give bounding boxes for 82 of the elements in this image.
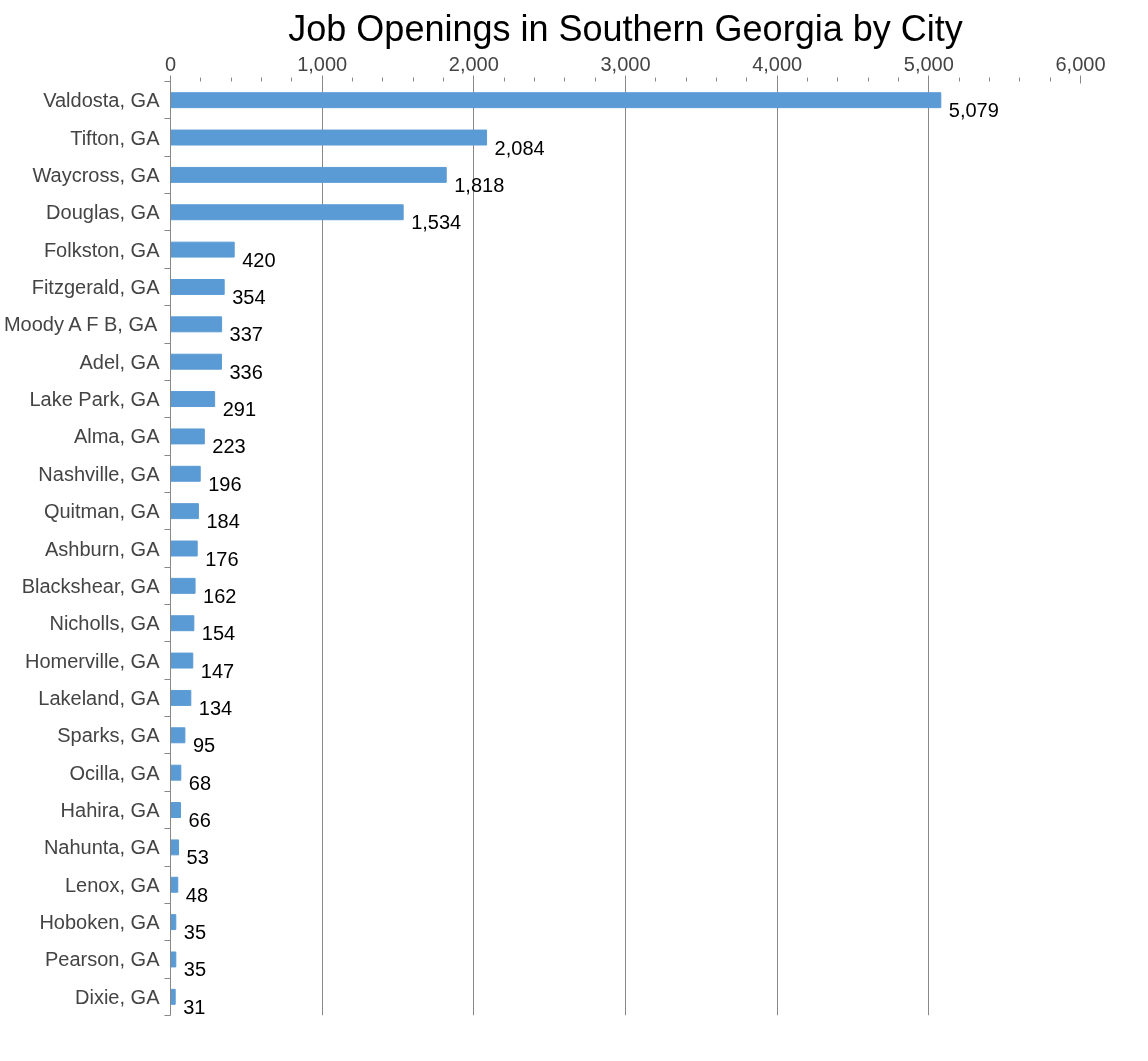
y-tick-label: Nashville, GA [38,462,161,485]
bar [170,92,942,109]
y-tick-label: Hahira, GA [60,799,161,822]
bar [170,727,186,744]
x-tick-label: 3,000 [600,52,651,75]
y-tick-label: Folkston, GA [43,238,161,261]
x-tick-label: 2,000 [448,52,499,75]
data-label: 162 [203,584,237,607]
data-label: 223 [212,435,246,458]
bar [170,839,180,856]
data-label: 95 [192,734,216,757]
data-label: 184 [206,510,240,533]
data-label: 66 [188,809,211,832]
bar [170,428,205,445]
y-tick-label: Ocilla, GA [69,761,161,784]
data-label: 35 [183,958,207,981]
y-tick-label: Adel, GA [79,350,161,373]
data-label: 5,079 [948,99,999,122]
y-tick-label: Nicholls, GA [49,612,161,635]
y-tick-label: Nahunta, GA [43,836,161,859]
data-label: 68 [188,771,212,794]
data-label: 336 [229,360,263,383]
y-tick-label: Quitman, GA [43,500,161,523]
data-label: 154 [201,622,236,645]
bar [170,988,176,1005]
data-label: 354 [232,285,266,308]
y-tick-label: Pearson, GA [45,948,161,971]
y-tick-label: Dixie, GA [75,985,161,1008]
y-tick-label: Douglas, GA [46,201,161,224]
bar [170,129,488,146]
chart-title: Job Openings in Southern Georgia by City [288,7,963,49]
bar [170,391,216,408]
y-tick-label: Ashburn, GA [45,537,161,560]
data-label: 2,084 [494,136,545,159]
bar [170,577,196,594]
bar [170,615,195,632]
data-label: 196 [208,472,242,495]
y-tick-label: Fitzgerald, GA [31,275,161,298]
bar [170,764,182,781]
y-tick-label: Blackshear, GA [21,574,161,597]
bar [170,353,222,370]
data-label: 35 [183,921,207,944]
bar [170,876,179,893]
y-tick-label: Waycross, GA [32,163,161,186]
bar [170,503,199,520]
y-tick-label: Homerville, GA [25,649,161,672]
y-tick-label: Tifton, GA [70,126,161,149]
data-label: 420 [242,248,276,271]
bar [170,166,447,183]
x-tick-label: 0 [164,52,177,75]
y-tick-label: Lake Park, GA [29,388,161,411]
data-label: 176 [205,547,239,570]
data-label: 291 [222,398,257,421]
y-tick-label: Lenox, GA [65,873,161,896]
bar [170,241,235,258]
bar [170,540,198,557]
y-tick-label: Valdosta, GA [43,89,161,112]
y-tick-label: Alma, GA [73,425,161,448]
bar [170,465,201,482]
bar [170,316,223,333]
y-tick-label: Lakeland, GA [38,686,161,709]
bar [170,951,177,968]
data-label: 147 [200,659,235,682]
data-label: 134 [198,696,233,719]
y-tick-label: Moody A F B, GA [3,313,158,336]
x-tick-label: 5,000 [903,52,954,75]
y-tick-label: Hoboken, GA [39,911,161,934]
x-tick-label: 6,000 [1055,52,1106,75]
data-label: 53 [186,846,209,869]
data-label: 48 [185,883,209,906]
bar [170,652,194,669]
data-label: 31 [183,995,206,1018]
data-label: 1,818 [454,173,505,196]
data-label: 337 [229,323,263,346]
x-tick-label: 4,000 [752,52,803,75]
bar [170,279,225,295]
bar [170,689,192,706]
bar [170,802,182,818]
data-label: 1,534 [411,211,462,234]
y-tick-label: Sparks, GA [57,724,161,747]
bar [170,204,404,221]
x-tick-label: 1,000 [297,52,348,75]
